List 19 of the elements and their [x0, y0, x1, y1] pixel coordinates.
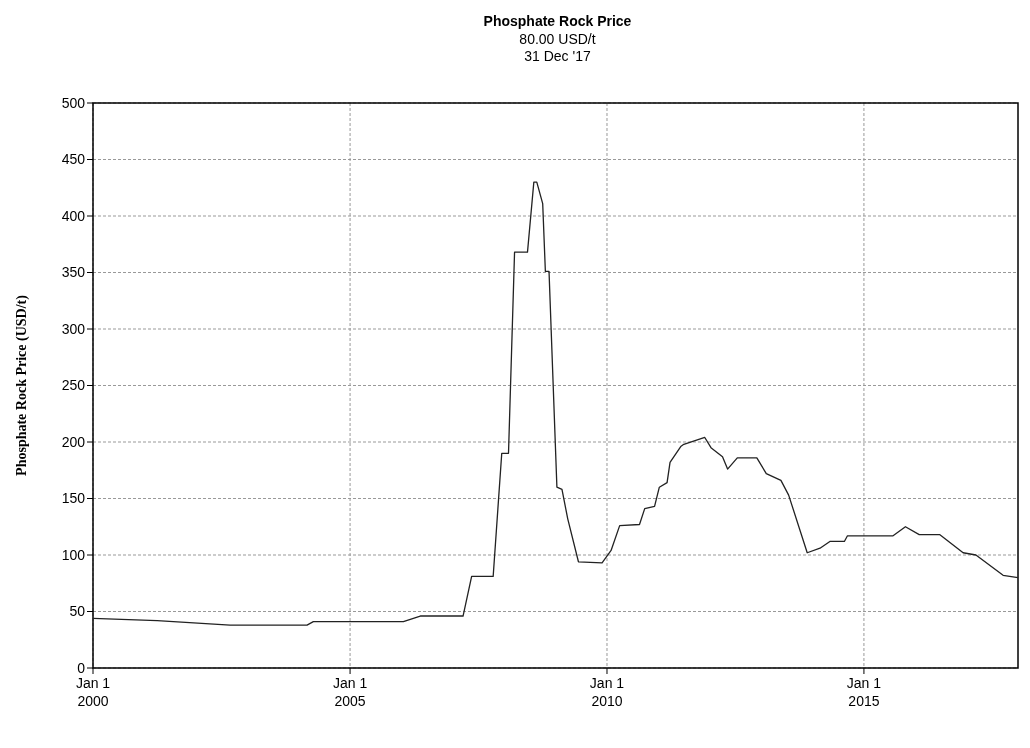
- chart-subtitle: 80.00 USD/t 31 Dec '17: [519, 31, 596, 64]
- y-tick-label: 500: [61, 94, 86, 111]
- x-tick-label: Jan 1 2005: [332, 675, 368, 709]
- y-tick-label: 450: [61, 151, 86, 168]
- chart-title: Phosphate Rock Price: [483, 13, 632, 29]
- x-tick-label: Jan 1 2010: [589, 675, 625, 709]
- line-series: [92, 181, 1019, 626]
- y-tick-label: 350: [61, 264, 86, 281]
- y-axis-title: Phosphate Rock Price (USD/t): [14, 294, 30, 476]
- y-tick-label: 150: [61, 490, 86, 507]
- y-tick-label: 250: [61, 377, 86, 394]
- y-tick-label: 300: [61, 320, 86, 337]
- x-tick-label: Jan 1 2000: [75, 675, 111, 709]
- y-tick-label: 50: [69, 603, 86, 620]
- y-tick-label: 400: [61, 207, 86, 224]
- y-tick-label: 0: [77, 659, 86, 676]
- y-tick-label: 200: [61, 433, 86, 450]
- x-tick-label: Jan 1 2015: [846, 675, 882, 709]
- y-tick-label: 100: [61, 546, 86, 563]
